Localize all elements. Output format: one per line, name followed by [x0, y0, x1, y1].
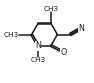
Text: CH3: CH3	[4, 32, 19, 38]
Text: CH3: CH3	[31, 57, 46, 63]
Text: CH3: CH3	[43, 6, 58, 12]
Text: N: N	[35, 41, 41, 50]
Text: N: N	[78, 24, 84, 33]
Text: O: O	[61, 48, 67, 57]
